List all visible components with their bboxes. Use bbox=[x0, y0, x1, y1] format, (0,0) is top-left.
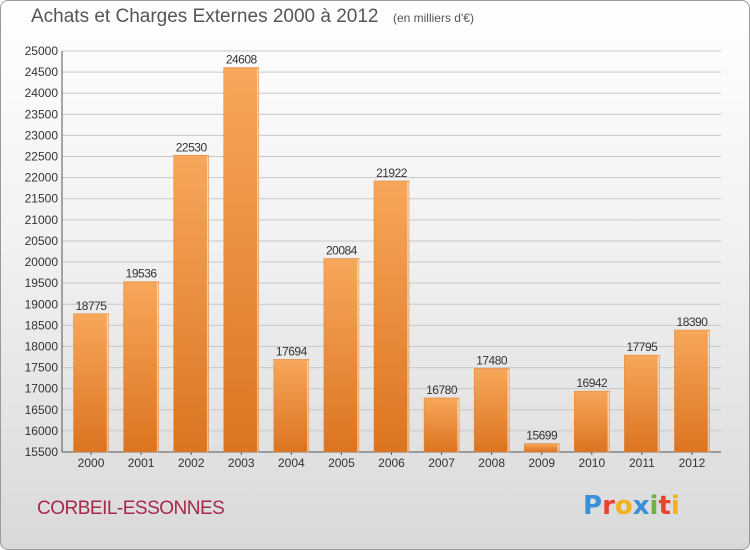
bar-2009 bbox=[523, 443, 560, 453]
data-label: 17694 bbox=[276, 344, 308, 358]
bar-2011 bbox=[624, 354, 660, 453]
y-tick-label: 16500 bbox=[25, 403, 59, 417]
data-label: 20084 bbox=[326, 244, 358, 258]
city-name: CORBEIL-ESSONNES bbox=[37, 498, 225, 519]
data-label: 22530 bbox=[176, 140, 208, 154]
bar-2002 bbox=[173, 155, 209, 453]
x-tick-label: 2001 bbox=[128, 456, 155, 470]
y-tick-label: 23000 bbox=[25, 128, 59, 142]
y-tick-label: 22500 bbox=[25, 150, 59, 164]
y-tick-label: 21000 bbox=[25, 213, 59, 227]
data-label: 16942 bbox=[576, 376, 608, 390]
x-tick-label: 2005 bbox=[328, 456, 355, 470]
data-label: 17795 bbox=[626, 340, 658, 354]
bar-2000 bbox=[73, 313, 109, 453]
logo-letter: o bbox=[614, 491, 633, 521]
x-tick-label: 2012 bbox=[679, 456, 706, 470]
x-tick-label: 2002 bbox=[178, 456, 205, 470]
logo-letter: i bbox=[670, 491, 680, 521]
y-tick-label: 20000 bbox=[25, 255, 59, 269]
x-tick-label: 2010 bbox=[578, 456, 605, 470]
bar-2005 bbox=[323, 258, 360, 453]
x-tick-label: 2008 bbox=[478, 456, 505, 470]
bar-2003 bbox=[223, 67, 260, 453]
y-tick-label: 21500 bbox=[25, 192, 59, 206]
x-tick-label: 2011 bbox=[629, 456, 655, 470]
x-tick-label: 2000 bbox=[78, 456, 105, 470]
chart-title-block: Achats et Charges Externes 2000 à 2012 (… bbox=[31, 6, 474, 28]
y-tick-label: 25000 bbox=[25, 44, 59, 58]
bar-2006 bbox=[373, 180, 410, 453]
y-tick-label: 23500 bbox=[25, 107, 59, 121]
logo-letter: P bbox=[583, 491, 603, 521]
x-tick-label: 2009 bbox=[528, 456, 555, 470]
bar-2012 bbox=[674, 329, 710, 453]
logo-letter: i bbox=[649, 491, 659, 521]
data-label: 17480 bbox=[476, 353, 508, 367]
data-label: 15699 bbox=[526, 429, 558, 443]
data-label: 24608 bbox=[226, 53, 258, 67]
x-tick-label: 2003 bbox=[228, 456, 255, 470]
logo-letter: r bbox=[602, 491, 615, 521]
bar-2004 bbox=[273, 359, 310, 453]
bar-2001 bbox=[123, 281, 159, 453]
chart-title: Achats et Charges Externes 2000 à 2012 bbox=[31, 6, 379, 27]
y-tick-label: 22000 bbox=[25, 171, 59, 185]
y-tick-label: 18500 bbox=[25, 318, 59, 332]
chart-unit: (en milliers d'€) bbox=[392, 11, 474, 25]
proxiti-logo: Proxiti bbox=[583, 491, 680, 521]
data-label: 18390 bbox=[677, 315, 709, 329]
y-tick-label: 16000 bbox=[25, 424, 59, 438]
logo-letter: x bbox=[632, 491, 650, 521]
y-tick-label: 17000 bbox=[25, 382, 59, 396]
y-tick-label: 18000 bbox=[25, 339, 59, 353]
y-tick-label: 19000 bbox=[25, 297, 59, 311]
y-tick-label: 24500 bbox=[25, 65, 59, 79]
y-tick-label: 20500 bbox=[25, 234, 59, 248]
bar-2007 bbox=[423, 397, 460, 453]
bar-2008 bbox=[473, 368, 510, 453]
bar-2010 bbox=[574, 390, 610, 453]
logo-letter: t bbox=[658, 491, 671, 521]
y-tick-label: 24000 bbox=[25, 86, 59, 100]
x-tick-label: 2004 bbox=[278, 456, 305, 470]
data-label: 21922 bbox=[376, 166, 408, 180]
y-tick-label: 15500 bbox=[25, 445, 59, 459]
data-label: 19536 bbox=[126, 267, 158, 281]
data-label: 16780 bbox=[426, 383, 458, 397]
y-tick-label: 19500 bbox=[25, 276, 59, 290]
x-tick-label: 2007 bbox=[428, 456, 455, 470]
x-tick-label: 2006 bbox=[378, 456, 405, 470]
data-label: 18775 bbox=[76, 299, 108, 313]
y-tick-label: 17500 bbox=[25, 361, 59, 375]
